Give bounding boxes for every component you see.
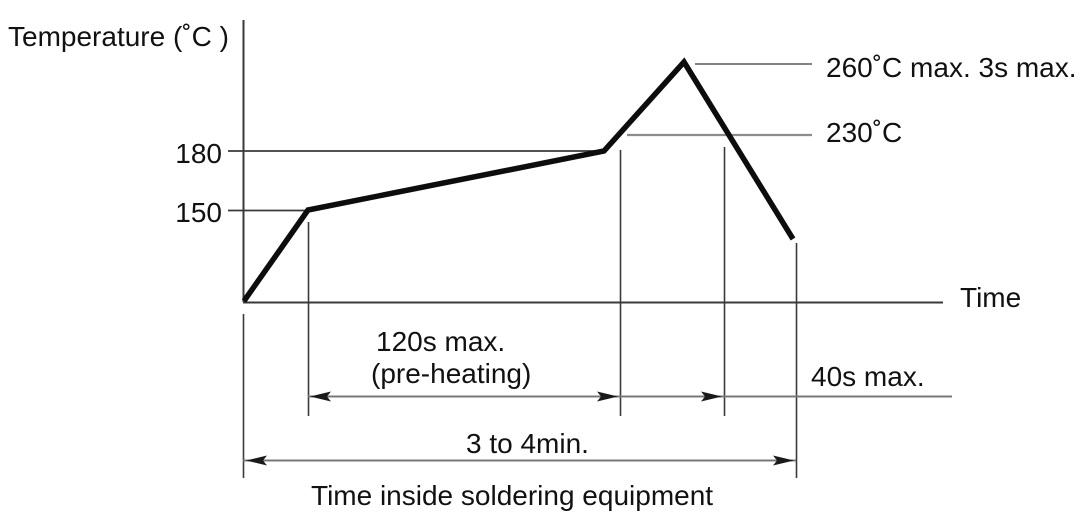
x-axis-label: Time bbox=[960, 282, 1022, 313]
arrowhead-left-total bbox=[246, 455, 267, 466]
peak-annotation: 260˚C max. 3s max. bbox=[826, 52, 1077, 83]
y-axis-label: Temperature (˚C ) bbox=[8, 21, 229, 52]
preheat-duration-label: 120s max. bbox=[376, 326, 506, 357]
preheat-name-label: (pre-heating) bbox=[371, 358, 532, 389]
arrowhead-cooling bbox=[701, 391, 722, 402]
cooling-duration-label: 40s max. bbox=[811, 361, 925, 392]
figure-caption: Time inside soldering equipment bbox=[311, 480, 714, 511]
y-tick-180: 180 bbox=[175, 138, 222, 169]
total-duration-label: 3 to 4min. bbox=[466, 428, 589, 459]
temperature-profile-curve bbox=[241, 57, 796, 303]
arrowhead-left-preheat bbox=[310, 391, 331, 402]
arrowhead-right-preheat bbox=[597, 391, 618, 402]
arrowhead-right-total bbox=[773, 455, 794, 466]
y-tick-150: 150 bbox=[175, 197, 222, 228]
solder-level-annotation: 230˚C bbox=[826, 117, 903, 148]
